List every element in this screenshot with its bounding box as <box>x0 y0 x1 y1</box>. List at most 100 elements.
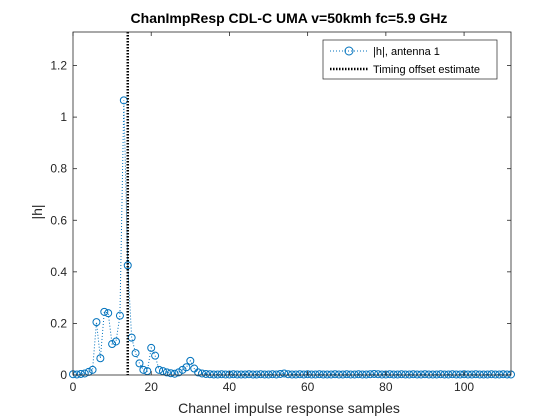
data-point <box>467 370 476 379</box>
data-point <box>135 359 144 368</box>
data-point <box>88 365 97 374</box>
y-axis-label: |h| <box>29 204 45 219</box>
data-point <box>405 370 414 379</box>
data-point <box>248 370 257 379</box>
data-point <box>225 370 234 379</box>
data-point <box>119 96 128 105</box>
y-tick-label: 0.8 <box>50 162 67 176</box>
data-point <box>174 368 183 377</box>
data-point <box>256 370 265 379</box>
data-point <box>284 370 293 379</box>
data-point <box>72 370 81 379</box>
data-point <box>264 370 273 379</box>
data-point <box>448 370 457 379</box>
series-antenna-line <box>72 100 511 375</box>
data-point <box>397 370 406 379</box>
data-point <box>420 370 429 379</box>
data-point <box>155 365 164 374</box>
data-point <box>151 351 160 360</box>
data-point <box>483 370 492 379</box>
data-point <box>186 356 195 365</box>
data-point <box>139 365 148 374</box>
data-point <box>104 309 113 318</box>
data-point <box>170 369 179 378</box>
data-point <box>233 370 242 379</box>
data-point <box>432 370 441 379</box>
y-tick-label: 0 <box>60 368 67 382</box>
series-layer <box>69 96 515 379</box>
legend-marker-antenna <box>344 46 354 56</box>
data-point <box>319 370 328 379</box>
data-point <box>452 370 461 379</box>
data-point <box>217 370 226 379</box>
data-point <box>499 370 508 379</box>
data-point <box>115 311 124 320</box>
data-point <box>440 370 449 379</box>
data-point <box>295 370 304 379</box>
data-point <box>194 368 203 377</box>
legend-box <box>322 39 498 80</box>
data-point <box>409 370 418 379</box>
data-point <box>131 349 140 358</box>
data-point <box>299 370 308 379</box>
data-point <box>381 370 390 379</box>
y-tick-label: 0.6 <box>50 213 67 227</box>
plot-area <box>73 32 511 375</box>
y-tick-label: 0.4 <box>50 265 67 279</box>
data-point <box>424 370 433 379</box>
data-point <box>463 370 472 379</box>
data-point <box>370 369 379 378</box>
data-point <box>342 370 351 379</box>
x-tick-label: 100 <box>454 380 474 394</box>
data-point <box>315 370 324 379</box>
data-point <box>444 370 453 379</box>
data-point <box>401 370 410 379</box>
x-axis-ticks: 0 20 40 60 80 100 <box>70 32 474 394</box>
axes-box <box>72 31 512 376</box>
y-axis-ticks: 0 0.2 0.4 0.6 0.8 1 1.2 <box>50 59 511 382</box>
data-point <box>123 261 132 270</box>
data-point <box>276 369 285 378</box>
legend-label-antenna: |h|, antenna 1 <box>373 46 440 58</box>
data-point <box>366 370 375 379</box>
x-tick-label: 60 <box>301 380 315 394</box>
data-point <box>80 369 89 378</box>
data-point <box>503 370 512 379</box>
data-point <box>241 370 250 379</box>
data-point <box>112 337 121 346</box>
y-tick-label: 1.2 <box>50 59 67 73</box>
data-point <box>92 318 101 327</box>
data-point <box>198 369 207 378</box>
data-point <box>475 370 484 379</box>
data-point <box>201 369 210 378</box>
data-point <box>393 370 402 379</box>
data-point <box>354 370 363 379</box>
data-point <box>331 370 340 379</box>
data-point <box>479 370 488 379</box>
data-point <box>272 370 281 379</box>
data-point <box>323 370 332 379</box>
legend: |h|, antenna 1 Timing offset estimate <box>322 39 498 80</box>
data-point <box>413 370 422 379</box>
data-point <box>166 369 175 378</box>
data-point <box>460 370 469 379</box>
data-point <box>303 370 312 379</box>
data-point <box>377 370 386 379</box>
data-point <box>100 307 109 316</box>
axes-frame <box>72 31 512 376</box>
data-point <box>417 370 426 379</box>
data-point <box>471 370 480 379</box>
x-tick-label: 0 <box>70 380 77 394</box>
x-tick-label: 80 <box>379 380 393 394</box>
data-point <box>491 370 500 379</box>
x-tick-label: 40 <box>223 380 237 394</box>
data-point <box>127 333 136 342</box>
data-point <box>229 370 238 379</box>
data-point <box>260 370 269 379</box>
data-point <box>385 370 394 379</box>
data-point <box>237 370 246 379</box>
data-point <box>162 368 171 377</box>
y-tick-label: 1 <box>60 110 67 124</box>
data-point <box>252 370 261 379</box>
